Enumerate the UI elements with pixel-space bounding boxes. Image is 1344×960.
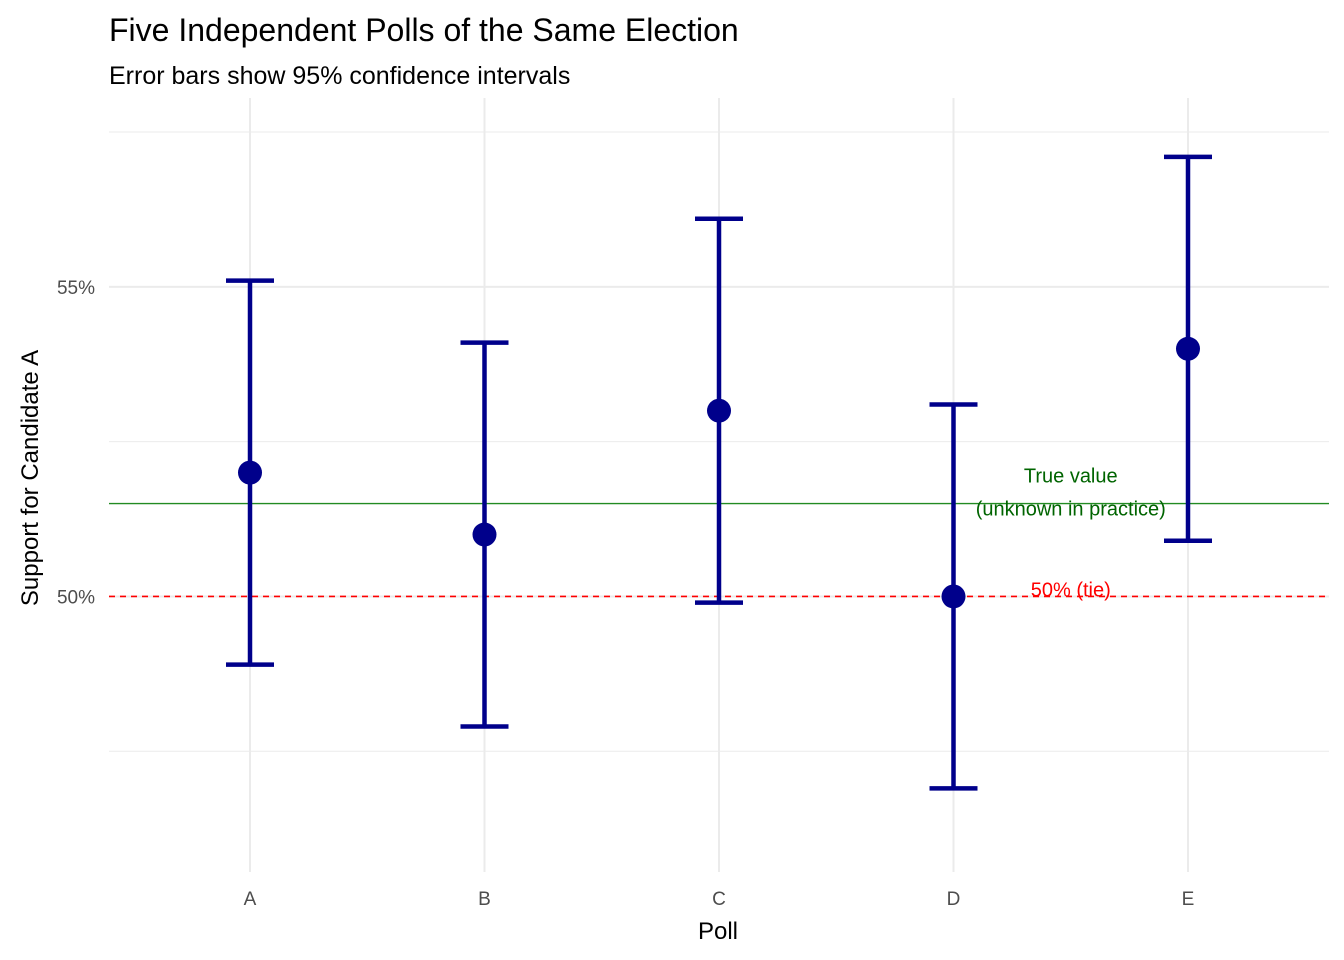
- data-marks: [226, 154, 1212, 791]
- x-tick-label: C: [712, 889, 726, 910]
- data-point: [707, 398, 731, 423]
- error-bar: [460, 340, 509, 729]
- data-point: [238, 460, 262, 485]
- x-tick-label: B: [478, 889, 491, 910]
- error-bar: [1164, 154, 1212, 543]
- data-point: [1176, 336, 1200, 361]
- x-tick-label: E: [1182, 889, 1195, 910]
- error-bar: [929, 402, 978, 791]
- data-point: [472, 522, 497, 547]
- chart-title: Five Independent Polls of the Same Elect…: [109, 12, 739, 48]
- error-bar: [226, 278, 274, 667]
- true-value-label: (unknown in practice): [976, 499, 1166, 521]
- data-point: [941, 584, 966, 609]
- y-axis-title: Support for Candidate A: [17, 350, 44, 606]
- error-bar: [695, 216, 743, 605]
- tie-line-label: 50% (tie): [1031, 579, 1111, 601]
- x-axis-title: Poll: [698, 918, 738, 945]
- y-tick-label: 55%: [57, 278, 95, 299]
- y-tick-label: 50%: [57, 587, 95, 608]
- true-value-label: True value: [1024, 466, 1118, 488]
- chart-subtitle: Error bars show 95% confidence intervals: [109, 62, 570, 90]
- y-tick-labels: 50% 55%: [57, 278, 95, 609]
- x-tick-label: A: [244, 889, 257, 910]
- x-tick-labels: A B C D E: [244, 889, 1195, 910]
- x-tick-label: D: [947, 889, 961, 910]
